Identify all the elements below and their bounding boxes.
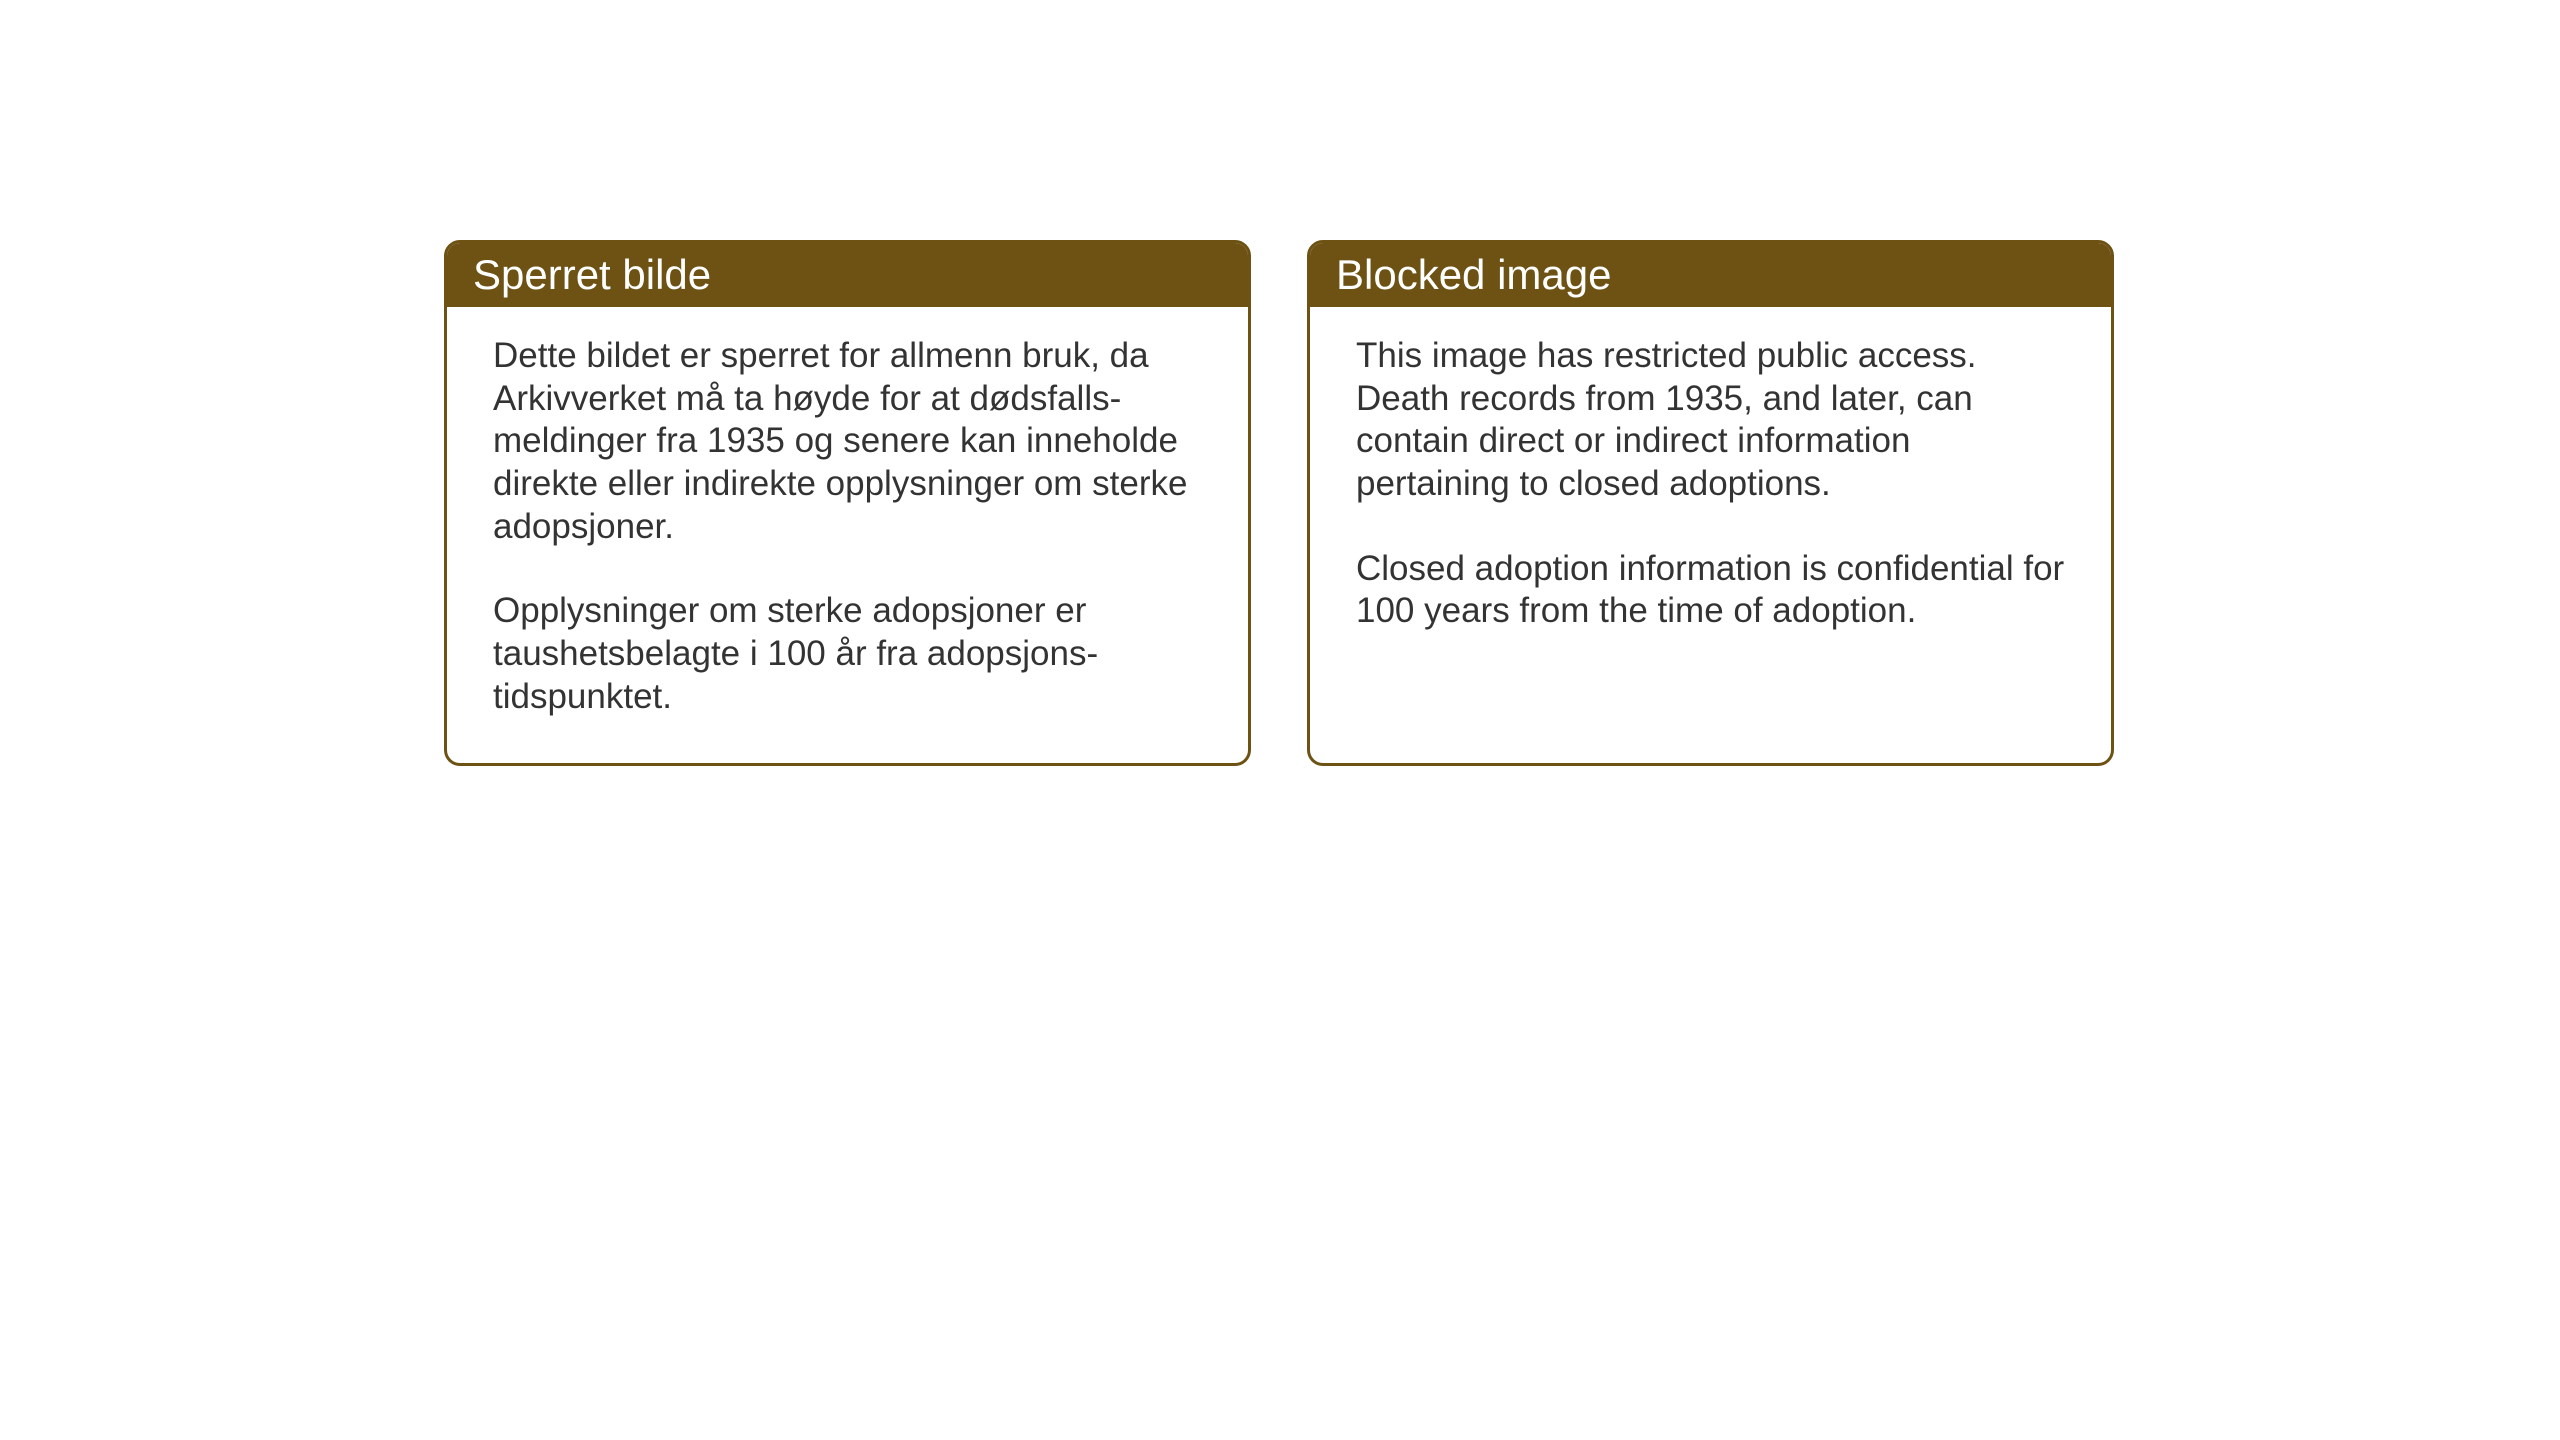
- notice-paragraph: Closed adoption information is confident…: [1356, 548, 2065, 633]
- notice-container: Sperret bilde Dette bildet er sperret fo…: [444, 240, 2114, 766]
- notice-body-norwegian: Dette bildet er sperret for allmenn bruk…: [447, 307, 1248, 763]
- notice-paragraph: This image has restricted public access.…: [1356, 335, 2065, 506]
- notice-header-norwegian: Sperret bilde: [447, 243, 1248, 307]
- notice-body-english: This image has restricted public access.…: [1310, 307, 2111, 677]
- notice-box-norwegian: Sperret bilde Dette bildet er sperret fo…: [444, 240, 1251, 766]
- notice-paragraph: Dette bildet er sperret for allmenn bruk…: [493, 335, 1202, 548]
- notice-header-english: Blocked image: [1310, 243, 2111, 307]
- notice-box-english: Blocked image This image has restricted …: [1307, 240, 2114, 766]
- notice-paragraph: Opplysninger om sterke adopsjoner er tau…: [493, 590, 1202, 718]
